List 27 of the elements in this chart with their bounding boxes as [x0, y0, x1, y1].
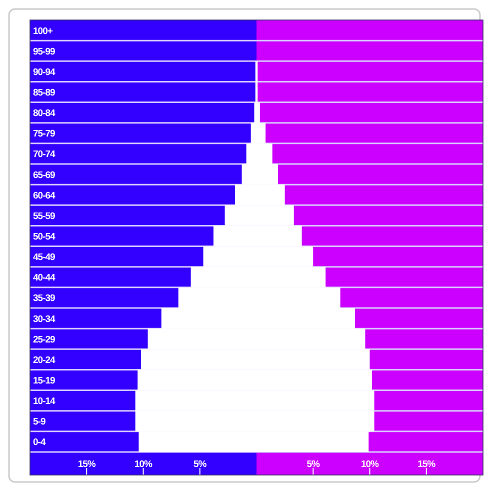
y-tick-label: 85-89: [33, 88, 56, 98]
y-tick-label: 5-9: [33, 416, 46, 428]
y-tick-label: 20-24: [33, 354, 56, 366]
y-tick-label: 55-59: [33, 210, 56, 222]
y-tick-label: 95-99: [33, 46, 56, 58]
x-tick-label: 10%: [360, 459, 380, 470]
y-tick-label: 60-64: [33, 190, 56, 202]
x-tick-label: 15%: [418, 459, 436, 470]
y-tick-label: 40-44: [33, 272, 56, 284]
y-tick-label: 10-14: [33, 396, 56, 408]
y-tick-label: 0-4: [33, 437, 46, 448]
x-tick-label: 10%: [134, 459, 154, 470]
y-tick-label: 25-29: [33, 334, 56, 346]
y-tick-label: 90-94: [33, 66, 56, 78]
y-tick-label: 70-74: [33, 149, 56, 160]
y-tick-label: 80-84: [33, 108, 56, 120]
y-tick-label: 30-34: [33, 314, 56, 325]
y-tick-label: 50-54: [33, 232, 56, 242]
y-tick-label: 35-39: [33, 293, 56, 304]
y-tick-label: 45-49: [33, 252, 56, 264]
x-tick-label: 15%: [78, 459, 96, 470]
x-tick-label: 5%: [306, 459, 321, 470]
y-tick-label: 15-19: [33, 376, 56, 386]
y-tick-label: 65-69: [33, 170, 56, 181]
y-tick-label: 100+: [33, 26, 54, 37]
x-tick-label: 5%: [194, 459, 208, 470]
y-tick-label: 75-79: [33, 128, 56, 140]
